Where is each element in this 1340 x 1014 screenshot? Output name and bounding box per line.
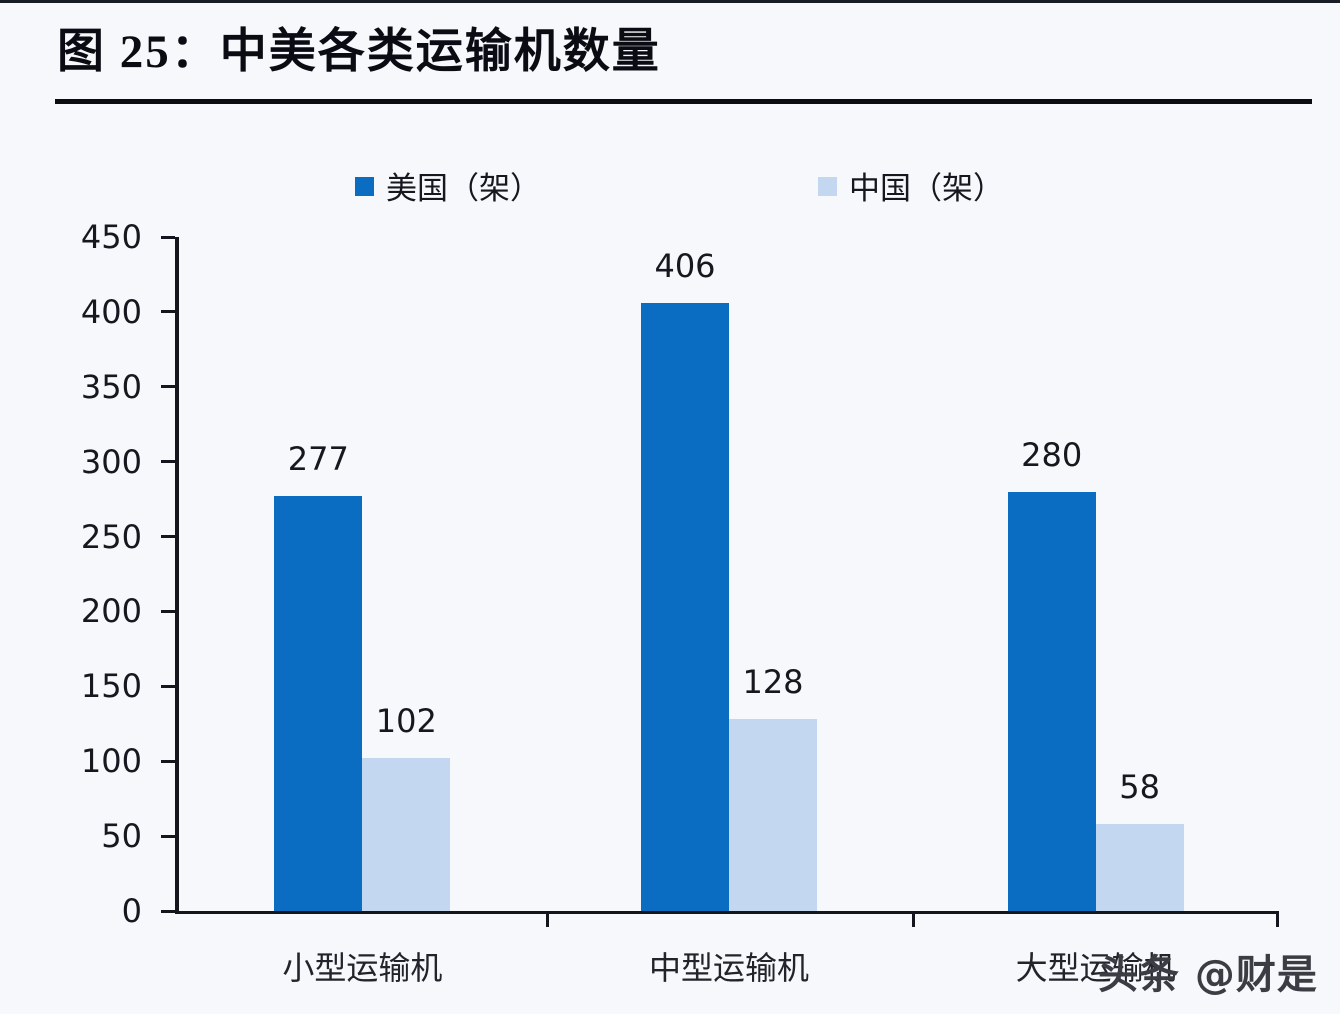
y-axis-tick-mark [161,535,175,539]
bar-value-label: 128 [742,663,804,702]
y-axis-tick-label: 450 [80,218,142,256]
y-axis-tick-mark [161,310,175,314]
bar [641,302,729,911]
y-axis-tick-label: 300 [80,442,142,481]
legend-swatch-china-icon [818,176,837,196]
bar-value-label: 406 [654,246,716,285]
bar-value-label: 280 [1021,435,1083,474]
y-axis-tick-mark [161,235,175,239]
y-axis-tick-mark [161,834,175,838]
x-axis-category-label: 小型运输机 [282,949,443,987]
bar-value-label: 102 [375,702,437,741]
bar-value-label: 277 [287,440,349,479]
bar [1095,824,1184,911]
y-axis-tick-mark [161,385,175,389]
figure-title: 图 25：中美各类运输机数量 [57,26,661,78]
x-axis-tick-mark [545,914,549,927]
y-axis-tick-label: 50 [101,817,142,856]
legend-item-china: 中国（架） [818,164,1004,207]
y-axis-tick-label: 0 [121,892,142,930]
legend-label-china: 中国（架） [849,170,1004,207]
legend-swatch-us-icon [355,176,374,196]
legend-item-us: 美国（架） [355,164,541,207]
y-axis-tick-label: 200 [80,592,142,631]
bar [274,496,363,911]
watermark: 头条 @财是 [1098,952,1318,998]
title-underline [55,99,1312,104]
x-axis-category-label: 大型运输机 [1015,949,1176,987]
y-axis-tick-label: 400 [80,292,142,331]
y-axis-tick-mark [161,684,175,688]
bar [362,758,451,911]
y-axis-tick-mark [161,759,175,763]
legend-label-us: 美国（架） [386,170,541,207]
x-axis-tick-mark [1276,914,1279,927]
y-axis-tick-mark [161,609,175,613]
bar [729,719,817,911]
y-axis-tick-label: 350 [80,367,142,406]
y-axis-tick-label: 100 [80,742,142,781]
y-axis-tick-label: 250 [80,517,142,556]
bar [1007,491,1096,911]
plot-area: 0 50 100 150 200 250 300 350 400 450 小型运输机 277 102 中型… [81,218,1279,987]
y-axis-tick-mark [161,460,175,464]
top-border-strip [0,0,1340,3]
y-axis-tick-label: 150 [80,667,142,706]
x-axis-tick-mark [912,914,916,927]
x-axis-category-label: 中型运输机 [648,949,809,987]
bar-value-label: 58 [1119,768,1161,807]
y-axis-tick-mark [161,909,175,913]
